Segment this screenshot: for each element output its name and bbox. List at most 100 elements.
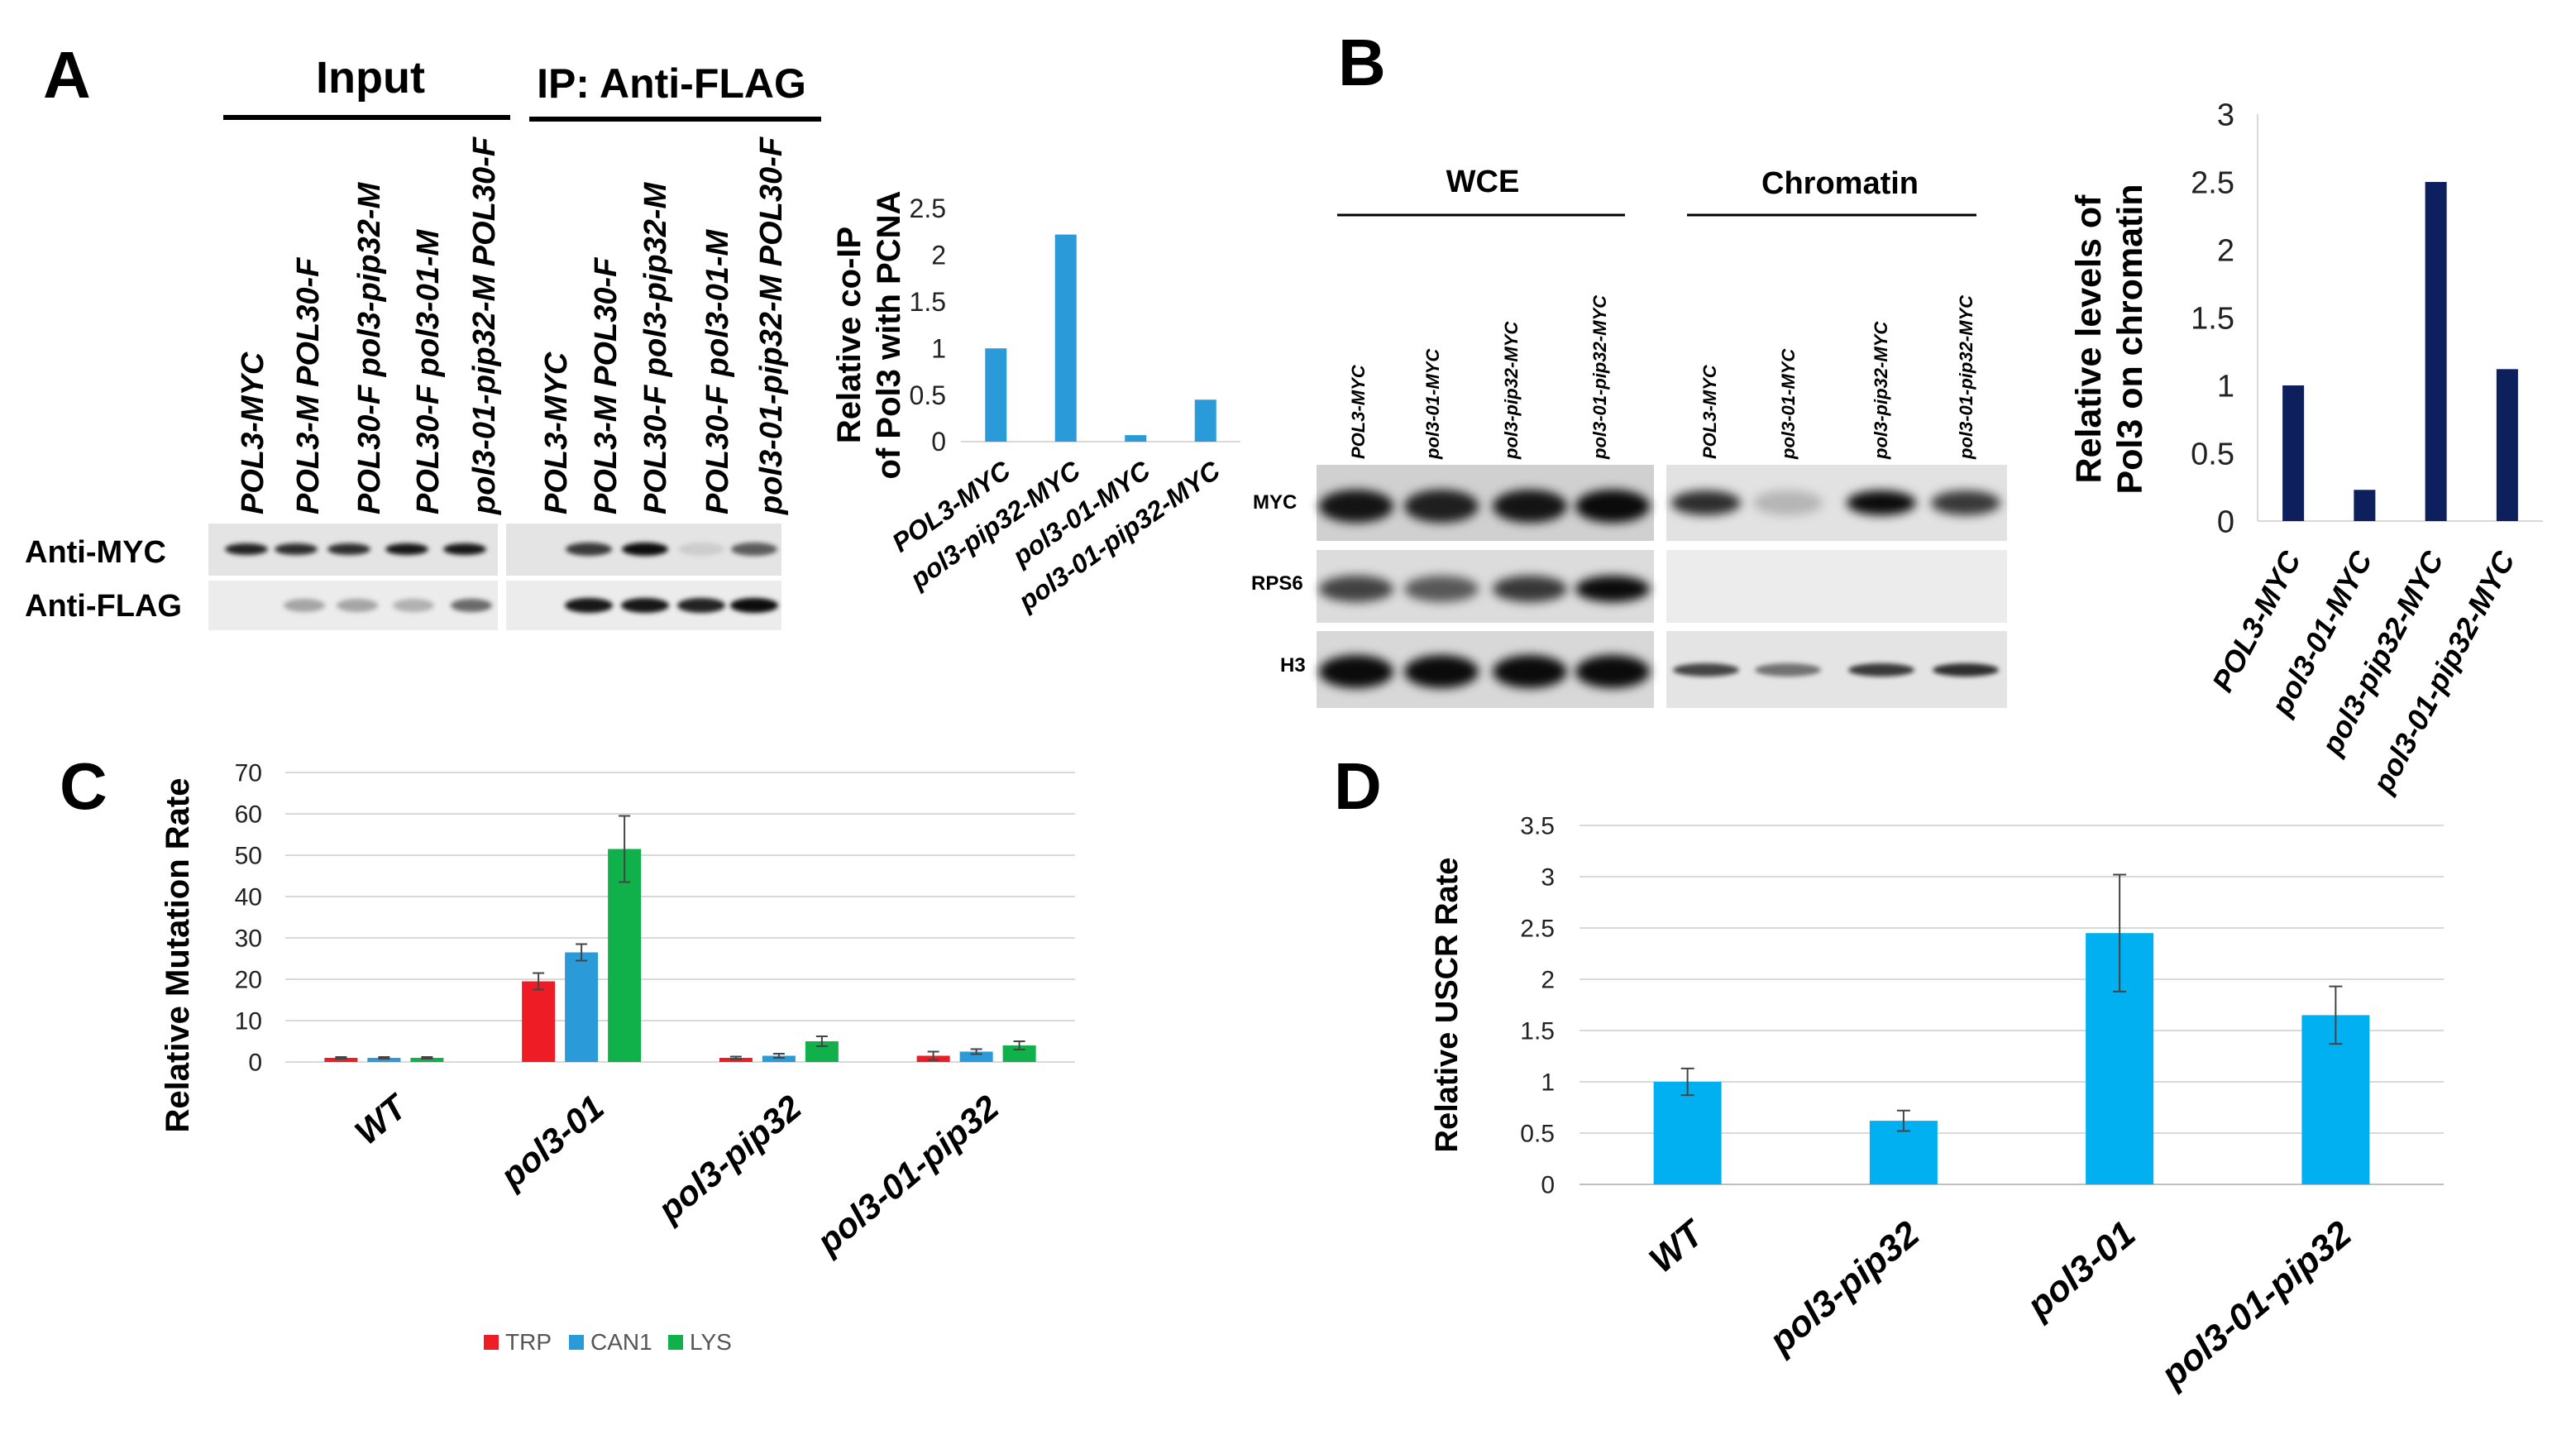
ip-lane-label: POL3-MYC bbox=[539, 352, 574, 514]
wce-h3-band bbox=[1319, 655, 1393, 688]
mutation-ytick-label: 50 bbox=[235, 843, 262, 870]
wce-lane-label: pol3-pip32-MYC bbox=[1501, 321, 1522, 460]
wce-rps6-band bbox=[1575, 576, 1650, 602]
chromatin-myc-band bbox=[1931, 490, 2000, 515]
blot-chromatin-rps6 bbox=[1666, 550, 2007, 623]
ip-flag-band bbox=[621, 598, 669, 613]
coip-bar bbox=[1054, 234, 1077, 442]
uscr-category-label: pol3-01-pip32 bbox=[2153, 1213, 2359, 1396]
panel-letter-c: C bbox=[60, 749, 108, 823]
wce-myc-band bbox=[1493, 490, 1567, 523]
chromatin-header: Chromatin bbox=[1761, 166, 1919, 201]
input-lane-label: pol3-01-pip32-M POL30-F bbox=[467, 136, 502, 515]
uscr-ylabel: Relative USCR Rate bbox=[1430, 858, 1465, 1153]
chart-coip: Relative co-IP of Pol3 with PCNA 0 0.5 1 1.… bbox=[831, 191, 1240, 617]
chromatin-myc-band bbox=[1753, 490, 1823, 515]
mutation-bar bbox=[608, 849, 642, 1062]
chromatin-myc-band bbox=[1847, 490, 1916, 515]
mutation-bar bbox=[762, 1055, 796, 1062]
chromatin-bar bbox=[2282, 385, 2305, 521]
ip-lane-label: POL30-F pol3-01-M bbox=[700, 229, 735, 514]
ip-lane-label: pol3-01-pip32-M POL30-F bbox=[754, 136, 789, 515]
ip-myc-band bbox=[731, 543, 777, 556]
mutation-ytick-label: 40 bbox=[235, 884, 262, 911]
chromatin-bar bbox=[2354, 490, 2376, 521]
chromatin-h3-band bbox=[1933, 663, 1999, 677]
mutation-bar bbox=[324, 1058, 358, 1062]
mutation-ylabel: Relative Mutation Rate bbox=[160, 778, 196, 1133]
panel-letter-b: B bbox=[1338, 26, 1386, 99]
uscr-ytick-label: 0 bbox=[1541, 1172, 1555, 1199]
wce-rps6-band bbox=[1404, 576, 1479, 602]
ip-lane-label: POL3-M POL30-F bbox=[589, 256, 624, 514]
chromatin-ytick-label: 0.5 bbox=[2191, 437, 2234, 471]
chromatin-ytick-label: 2 bbox=[2217, 233, 2234, 268]
ip-myc-band bbox=[622, 543, 668, 556]
ip-flag-band bbox=[565, 598, 613, 613]
chart-uscr: Relative USCR Rate 0 0.5 1 1.5 2 2.5 3 3.5 WT pol… bbox=[1430, 813, 2444, 1396]
wce-lane-label: pol3-01-pip32-MYC bbox=[1589, 294, 1610, 460]
uscr-bar bbox=[1653, 1082, 1722, 1184]
input-lane-label: POL30-F pol3-01-M bbox=[411, 229, 446, 514]
uscr-ytick-label: 2.5 bbox=[1520, 916, 1555, 943]
panel-a: A Input IP: Anti-FLAG POL3-MYC POL3-M POL… bbox=[25, 38, 821, 630]
uscr-category-label: pol3-pip32 bbox=[1761, 1213, 1927, 1362]
chromatin-lane-label: pol3-01-MYC bbox=[1778, 348, 1799, 460]
input-lane-label: POL3-MYC bbox=[236, 352, 270, 514]
ip-flag-band bbox=[730, 598, 778, 613]
input-myc-band bbox=[385, 543, 428, 555]
panel-b: B WCE Chromatin POL3-MYC pol3-01-MYC pol3-… bbox=[1251, 26, 2007, 708]
mutation-category-label: pol3-01-pip32 bbox=[809, 1088, 1006, 1262]
panel-letter-a: A bbox=[43, 38, 91, 112]
chromatin-lane-label: pol3-pip32-MYC bbox=[1871, 321, 1891, 460]
wce-rps6-band bbox=[1493, 576, 1567, 602]
input-lane-label: POL30-F pol3-pip32-M bbox=[352, 182, 387, 514]
wce-h3-band bbox=[1575, 655, 1650, 688]
lane-labels-a: POL3-MYC POL3-M POL30-F POL30-F pol3-pip32… bbox=[236, 136, 789, 515]
input-flag-band bbox=[284, 599, 325, 612]
uscr-category-label: WT bbox=[1642, 1212, 1713, 1281]
wce-lane-label: POL3-MYC bbox=[1348, 364, 1369, 459]
mutation-ytick-label: 70 bbox=[235, 760, 262, 787]
chromatin-myc-band bbox=[1671, 490, 1741, 515]
blot-row-label-h3: H3 bbox=[1280, 654, 1306, 677]
chromatin-ytick-label: 2.5 bbox=[2191, 165, 2234, 200]
wce-lane-label: pol3-01-MYC bbox=[1422, 348, 1443, 460]
coip-ytick-label: 0.5 bbox=[910, 380, 946, 410]
mutation-ytick-label: 10 bbox=[235, 1008, 262, 1035]
chromatin-h3-band bbox=[1848, 663, 1914, 677]
panel-letter-d: D bbox=[1334, 749, 1382, 823]
mutation-category-label: pol3-pip32 bbox=[650, 1088, 809, 1230]
input-header: Input bbox=[316, 53, 425, 103]
coip-ylabel-line2: of Pol3 with PCNA bbox=[871, 191, 907, 480]
ip-header: IP: Anti-FLAG bbox=[537, 60, 806, 107]
mutation-category-label: pol3-01 bbox=[492, 1088, 611, 1196]
input-flag-band bbox=[337, 599, 378, 612]
coip-bar bbox=[1125, 435, 1147, 442]
chart-mutation: Relative Mutation Rate 0 10 20 30 40 50 60 70 WT… bbox=[160, 760, 1075, 1355]
mutation-legend-swatch bbox=[569, 1335, 584, 1350]
chromatin-bar bbox=[2496, 369, 2518, 521]
input-myc-band bbox=[225, 543, 268, 555]
chromatin-lane-label: POL3-MYC bbox=[1699, 364, 1720, 459]
uscr-category-label: pol3-01 bbox=[2019, 1213, 2143, 1327]
mutation-ytick-label: 60 bbox=[235, 801, 262, 829]
chromatin-lane-label: pol3-01-pip32-MYC bbox=[1956, 294, 1976, 460]
wce-header: WCE bbox=[1446, 165, 1520, 199]
ip-myc-band bbox=[678, 543, 724, 556]
mutation-bar bbox=[410, 1058, 444, 1062]
chromatin-ylabel-line1: Relative levels of bbox=[2069, 194, 2109, 484]
mutation-bar bbox=[959, 1051, 993, 1062]
mutation-legend-swatch bbox=[484, 1335, 499, 1350]
blot-row-label-rps6: RPS6 bbox=[1251, 572, 1303, 595]
input-flag-band bbox=[393, 599, 434, 612]
chromatin-ytick-label: 1.5 bbox=[2191, 301, 2234, 336]
chromatin-ytick-label: 3 bbox=[2217, 98, 2234, 132]
uscr-ytick-label: 1 bbox=[1541, 1069, 1555, 1097]
coip-ytick-label: 2 bbox=[931, 241, 946, 270]
wce-myc-band bbox=[1575, 490, 1650, 523]
chromatin-ytick-label: 1 bbox=[2217, 369, 2234, 404]
mutation-ytick-label: 0 bbox=[248, 1050, 262, 1077]
coip-ytick-label: 0 bbox=[931, 427, 946, 457]
